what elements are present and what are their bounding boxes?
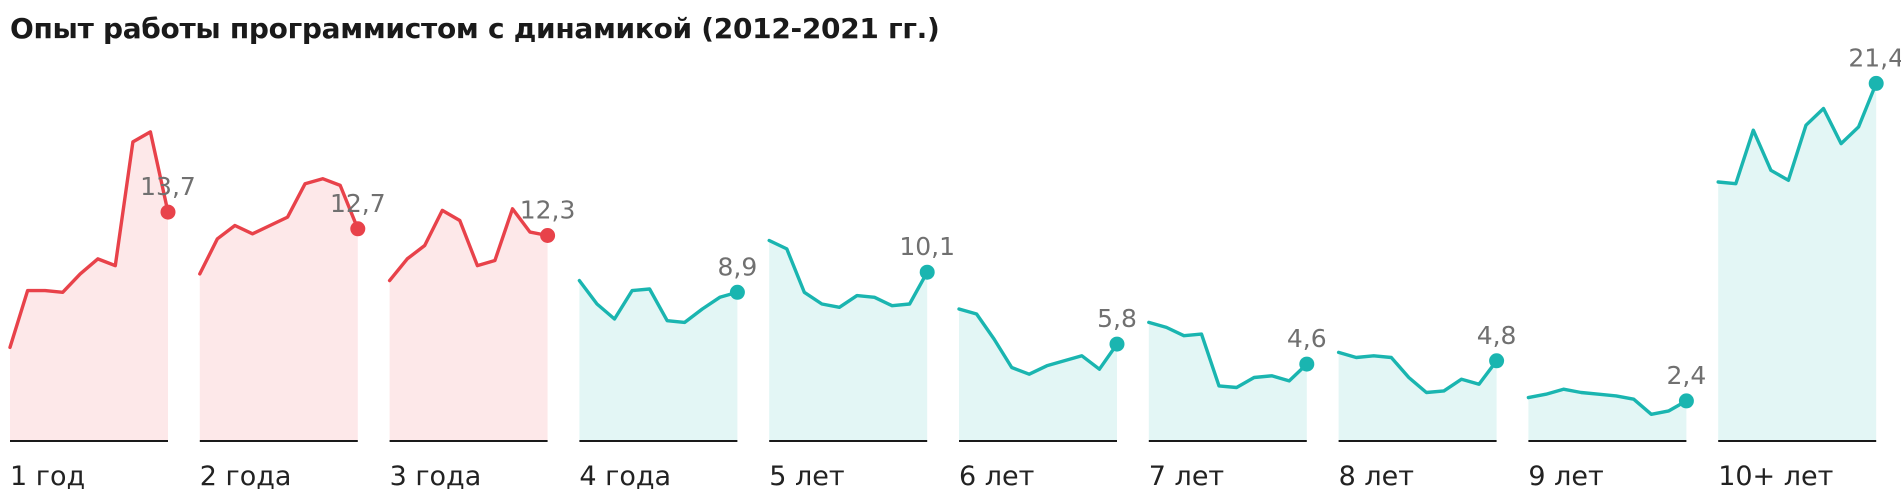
category-label: 10+ лет bbox=[1718, 461, 1833, 492]
last-value-point bbox=[919, 264, 935, 280]
category-label: 2 года bbox=[200, 461, 292, 492]
last-value-point bbox=[1299, 356, 1315, 372]
category-label: 1 год bbox=[10, 461, 85, 492]
series-line bbox=[8, 130, 170, 350]
panel-3: 12,3 3 года bbox=[387, 196, 576, 492]
series-line bbox=[957, 307, 1119, 376]
last-value-point bbox=[729, 284, 745, 300]
series-area bbox=[959, 309, 1117, 441]
last-value-point bbox=[1868, 75, 1884, 91]
panel-5: 10,1 5 лет bbox=[767, 232, 955, 492]
series-area bbox=[579, 280, 738, 441]
panel-2: 12,7 2 года bbox=[198, 177, 386, 492]
series-area bbox=[769, 240, 928, 441]
category-label: 8 лет bbox=[1339, 461, 1414, 492]
series-line bbox=[1526, 387, 1689, 416]
last-value-point bbox=[1678, 393, 1694, 409]
series-line bbox=[387, 207, 550, 283]
panel-1: 13,7 1 год bbox=[8, 130, 196, 492]
category-label: 7 лет bbox=[1149, 461, 1224, 492]
panel-9: 2,4 9 лет bbox=[1526, 361, 1707, 492]
series-line bbox=[198, 177, 360, 276]
value-label: 21,4 bbox=[1848, 43, 1901, 72]
series-area bbox=[1148, 322, 1307, 441]
series-area bbox=[1718, 83, 1877, 442]
series-line bbox=[1336, 350, 1499, 395]
category-label: 5 лет bbox=[769, 461, 844, 492]
series-line bbox=[1147, 320, 1309, 390]
series-area bbox=[199, 178, 358, 441]
series-area bbox=[1528, 389, 1687, 441]
panel-7: 4,6 7 лет bbox=[1147, 320, 1327, 492]
last-value-point bbox=[1109, 336, 1125, 352]
panel-10: 21,4 10+ лет bbox=[1716, 43, 1901, 492]
value-label: 12,7 bbox=[330, 189, 386, 218]
last-value-point bbox=[1489, 353, 1505, 369]
series-area bbox=[1338, 352, 1497, 441]
series-area bbox=[10, 131, 168, 441]
value-label: 4,6 bbox=[1287, 324, 1327, 353]
series-line bbox=[1716, 81, 1878, 186]
value-label: 5,8 bbox=[1097, 304, 1137, 333]
category-label: 4 года bbox=[579, 461, 671, 492]
last-value-point bbox=[540, 228, 556, 243]
chart-title: Опыт работы программистом с динамикой (2… bbox=[10, 12, 940, 45]
category-label: 9 лет bbox=[1528, 461, 1603, 492]
category-label: 6 лет bbox=[959, 461, 1034, 492]
panel-4: 8,9 4 года bbox=[577, 252, 758, 492]
panel-8: 4,8 8 лет bbox=[1336, 321, 1517, 492]
value-label: 13,7 bbox=[140, 172, 196, 201]
value-label: 10,1 bbox=[899, 232, 955, 261]
series-line bbox=[577, 278, 740, 325]
series-area bbox=[389, 208, 548, 441]
value-label: 12,3 bbox=[520, 196, 576, 225]
value-label: 2,4 bbox=[1667, 361, 1707, 390]
last-value-point bbox=[160, 204, 176, 220]
panel-6: 5,8 6 лет bbox=[957, 304, 1137, 492]
last-value-point bbox=[350, 221, 366, 237]
series-line bbox=[767, 238, 929, 309]
value-label: 4,8 bbox=[1477, 321, 1517, 350]
value-label: 8,9 bbox=[718, 252, 758, 281]
category-label: 3 года bbox=[390, 461, 482, 492]
